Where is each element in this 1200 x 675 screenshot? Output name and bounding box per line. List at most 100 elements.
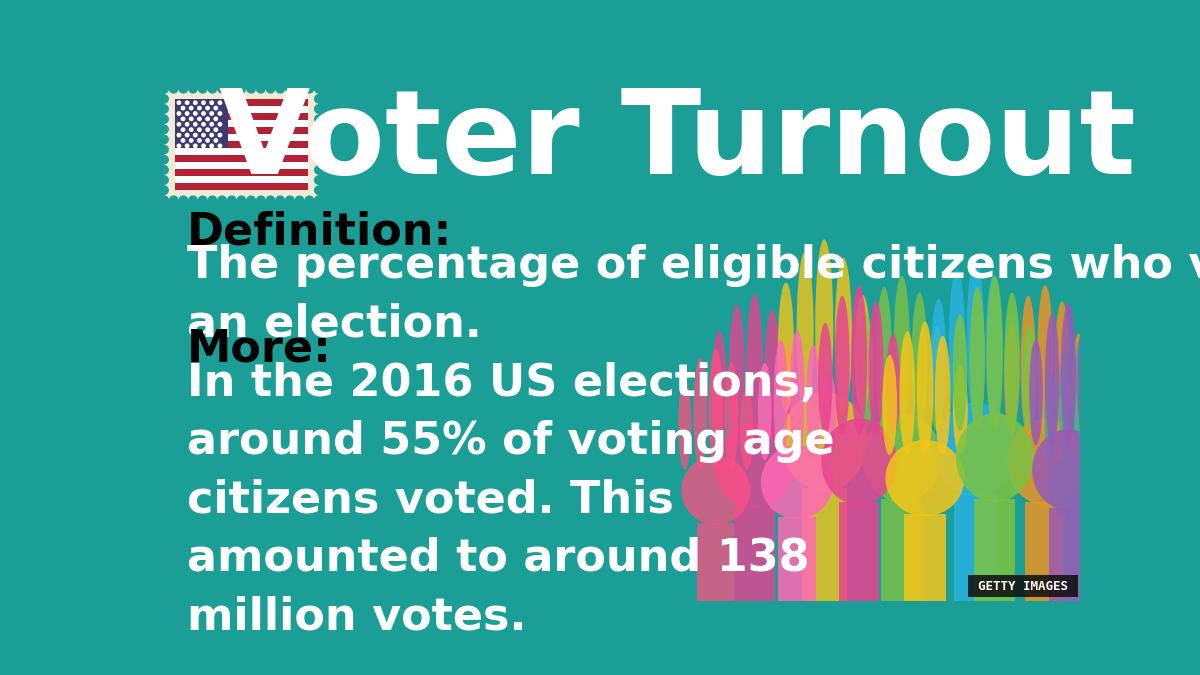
Circle shape	[314, 196, 323, 205]
Bar	[802, 487, 847, 605]
Ellipse shape	[956, 413, 1033, 502]
Ellipse shape	[1022, 326, 1037, 431]
Circle shape	[160, 84, 168, 93]
Bar	[974, 500, 1015, 605]
Bar	[839, 502, 880, 605]
Circle shape	[218, 84, 227, 93]
Circle shape	[210, 134, 214, 137]
Circle shape	[266, 84, 275, 93]
Circle shape	[206, 139, 209, 142]
Bar	[1025, 502, 1066, 605]
Circle shape	[185, 101, 188, 105]
Ellipse shape	[917, 321, 934, 455]
Ellipse shape	[821, 418, 898, 505]
Circle shape	[188, 196, 197, 205]
Circle shape	[208, 196, 217, 205]
Circle shape	[208, 84, 217, 93]
Text: In the 2016 US elections,
around 55% of voting age
citizens voted. This
amounted: In the 2016 US elections, around 55% of …	[187, 362, 835, 639]
Circle shape	[276, 196, 284, 205]
Bar	[175, 134, 308, 141]
Bar	[881, 500, 923, 605]
Ellipse shape	[1044, 371, 1057, 465]
Circle shape	[218, 134, 222, 137]
Circle shape	[160, 95, 168, 103]
Bar	[175, 183, 308, 190]
Bar	[175, 148, 308, 155]
Circle shape	[214, 139, 217, 142]
Ellipse shape	[835, 258, 852, 412]
Bar	[164, 88, 319, 200]
Ellipse shape	[1094, 349, 1108, 446]
Ellipse shape	[886, 333, 900, 436]
Bar	[175, 107, 308, 113]
Circle shape	[190, 139, 193, 142]
Ellipse shape	[967, 258, 984, 421]
Ellipse shape	[869, 301, 883, 436]
Bar	[175, 127, 308, 134]
Circle shape	[190, 128, 193, 132]
Ellipse shape	[949, 269, 965, 421]
Circle shape	[169, 84, 178, 93]
Circle shape	[178, 134, 181, 137]
Bar	[1062, 520, 1098, 605]
Ellipse shape	[851, 285, 868, 436]
Ellipse shape	[882, 355, 898, 455]
Circle shape	[198, 117, 202, 121]
Circle shape	[314, 125, 323, 134]
Circle shape	[314, 145, 323, 154]
Ellipse shape	[835, 296, 850, 436]
Ellipse shape	[1004, 310, 1020, 421]
Ellipse shape	[1048, 450, 1112, 522]
Circle shape	[210, 112, 214, 115]
Circle shape	[314, 115, 323, 124]
Bar	[175, 169, 308, 176]
Circle shape	[198, 107, 202, 110]
Ellipse shape	[790, 331, 805, 460]
Circle shape	[257, 196, 265, 205]
Ellipse shape	[886, 440, 965, 516]
Circle shape	[218, 196, 227, 205]
Circle shape	[247, 196, 256, 205]
Ellipse shape	[863, 413, 941, 502]
Circle shape	[193, 134, 197, 137]
Circle shape	[214, 128, 217, 132]
Bar	[175, 155, 308, 162]
Ellipse shape	[893, 276, 910, 431]
Ellipse shape	[715, 424, 794, 508]
Circle shape	[305, 84, 313, 93]
Circle shape	[160, 196, 168, 205]
Ellipse shape	[764, 310, 780, 441]
Ellipse shape	[682, 456, 750, 525]
Circle shape	[266, 196, 275, 205]
Circle shape	[314, 165, 323, 174]
Circle shape	[185, 123, 188, 126]
Circle shape	[314, 155, 323, 164]
Ellipse shape	[823, 372, 836, 460]
Ellipse shape	[854, 295, 870, 412]
Circle shape	[314, 176, 323, 184]
Circle shape	[193, 123, 197, 126]
Ellipse shape	[986, 276, 1003, 431]
Ellipse shape	[935, 336, 950, 455]
Circle shape	[188, 84, 197, 93]
Circle shape	[198, 196, 206, 205]
Bar	[175, 162, 308, 169]
Circle shape	[178, 123, 181, 126]
Ellipse shape	[1007, 418, 1084, 505]
Bar	[954, 493, 997, 605]
Ellipse shape	[1004, 292, 1020, 431]
Text: Voter Turnout: Voter Turnout	[218, 84, 1135, 198]
Text: Definition:: Definition:	[187, 211, 452, 253]
Ellipse shape	[778, 282, 794, 412]
Circle shape	[185, 144, 188, 148]
Circle shape	[314, 84, 323, 93]
Circle shape	[314, 95, 323, 103]
Ellipse shape	[1103, 380, 1116, 465]
Bar	[733, 505, 775, 605]
Circle shape	[160, 165, 168, 174]
Circle shape	[160, 196, 168, 205]
Ellipse shape	[859, 315, 874, 431]
Circle shape	[228, 84, 236, 93]
Ellipse shape	[1045, 313, 1060, 446]
Ellipse shape	[912, 292, 928, 431]
